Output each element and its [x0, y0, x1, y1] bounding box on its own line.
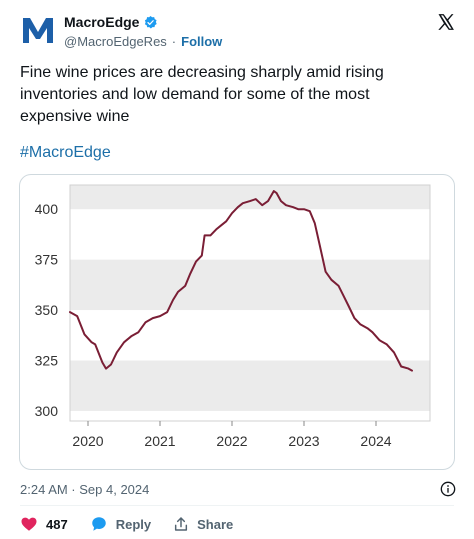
y-tick-label: 300 [35, 403, 59, 419]
macroedge-logo[interactable] [20, 12, 56, 48]
author-name[interactable]: MacroEdge [64, 14, 140, 30]
reply-button[interactable]: Reply [90, 515, 151, 533]
x-tick-label: 2022 [216, 433, 247, 449]
y-tick-label: 325 [35, 352, 59, 368]
heart-icon [21, 517, 37, 531]
like-button[interactable]: 487 [20, 515, 68, 533]
line-chart: 300 325 350 375 400 2020 2021 2022 2023 2024 [35, 184, 431, 449]
reply-label: Reply [115, 516, 152, 532]
divider [20, 505, 454, 506]
y-tick-label: 350 [35, 302, 59, 318]
y-tick-label: 400 [35, 201, 59, 217]
grid-band [70, 185, 430, 210]
grid-band [70, 259, 430, 311]
follow-button[interactable]: Follow [181, 34, 223, 49]
like-count: 487 [46, 516, 68, 532]
separator-dot: · [171, 34, 177, 49]
chart-image[interactable]: 300 325 350 375 400 2020 2021 2022 2023 2024 [19, 174, 455, 470]
series-line [69, 190, 413, 372]
x-logo-icon[interactable] [436, 12, 456, 32]
verified-badge-icon [145, 15, 158, 28]
x-tick-label: 2021 [144, 433, 175, 449]
x-tick-label: 2023 [288, 433, 319, 449]
share-icon [175, 517, 188, 531]
info-icon[interactable] [440, 481, 456, 497]
y-tick-label: 375 [35, 252, 59, 268]
author-handle[interactable]: @MacroEdgeRes [64, 34, 167, 49]
action-bar: 487 Reply Share [20, 514, 255, 534]
share-button[interactable]: Share [173, 516, 233, 532]
hashtag-link[interactable]: #MacroEdge [20, 144, 111, 161]
x-tick-label: 2024 [360, 433, 391, 449]
share-label: Share [197, 516, 234, 532]
plot-border [69, 184, 431, 422]
x-tick-label: 2020 [72, 433, 103, 449]
tweet-timestamp[interactable]: 2:24 AM · Sep 4, 2024 [20, 482, 150, 497]
tweet-text: Fine wine prices are decreasing sharply … [20, 64, 384, 125]
tweet-header: MacroEdge @MacroEdgeRes · Follow [20, 10, 460, 50]
grid-band [70, 360, 430, 411]
speech-bubble-icon [91, 517, 106, 531]
